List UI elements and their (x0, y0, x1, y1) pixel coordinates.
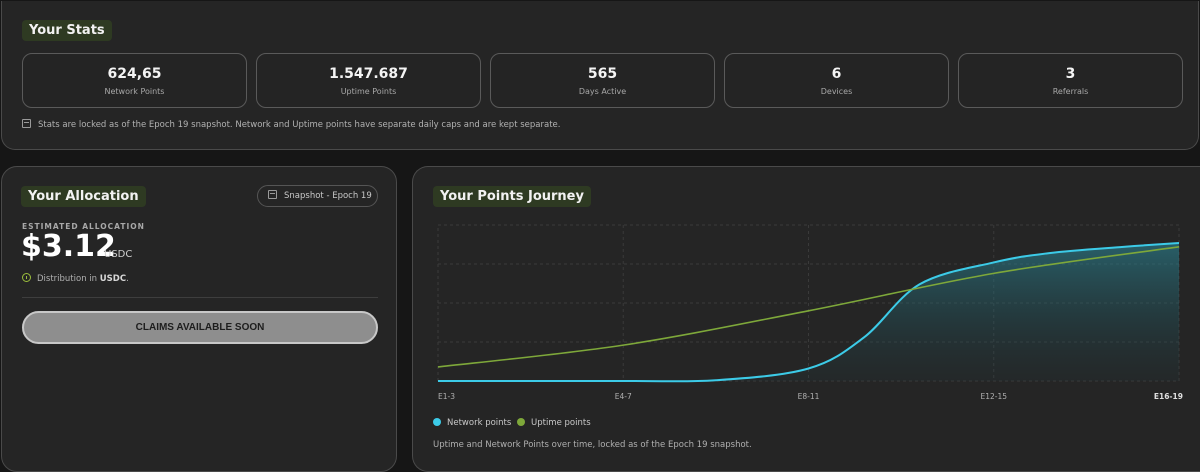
stat-value: 565 (587, 66, 618, 82)
legend-uptime-label: Uptime points (531, 418, 591, 428)
network-area (438, 242, 1179, 382)
stat-value: 1.547.687 (329, 66, 408, 82)
stats-title: Your Stats (22, 20, 112, 41)
legend-dot-uptime (517, 418, 525, 426)
snapshot-badge: Snapshot - Epoch 19 (257, 185, 378, 207)
allocation-amount: $3.12 (21, 229, 116, 264)
x-tick-label: E1-3 (438, 392, 455, 401)
legend-network-label: Network points (447, 418, 512, 428)
calendar-icon (268, 190, 277, 199)
stat-card-devices: 6 Devices (724, 53, 949, 108)
allocation-title: Your Allocation (21, 186, 146, 207)
legend-dot-network (433, 418, 441, 426)
claims-button[interactable]: CLAIMS AVAILABLE SOON (22, 311, 378, 344)
x-tick-label: E8-11 (798, 392, 820, 401)
x-tick-label: E4-7 (615, 392, 632, 401)
legend-network: Network points (433, 418, 511, 428)
journey-title: Your Points Journey (433, 186, 591, 207)
legend-uptime: Uptime points (517, 418, 591, 428)
stat-label: Uptime Points (340, 87, 397, 96)
distribution-suffix: . (126, 274, 129, 284)
stat-card-uptime-points: 1.547.687 Uptime Points (256, 53, 481, 108)
stats-note-text: Stats are locked as of the Epoch 19 snap… (38, 120, 561, 130)
distribution-currency: USDC (99, 274, 127, 284)
stat-value: 6 (831, 66, 842, 82)
chart-caption: Uptime and Network Points over time, loc… (433, 440, 752, 450)
stat-label: Network Points (104, 87, 165, 96)
distribution-note: Distribution in USDC. (22, 273, 129, 284)
distribution-prefix: Distribution in (37, 274, 100, 284)
stat-label: Devices (820, 87, 853, 96)
estimated-allocation-label: ESTIMATED ALLOCATION (22, 222, 145, 231)
uptime-points-line (437, 246, 1180, 368)
allocation-unit: USDC (104, 249, 133, 260)
allocation-divider (22, 297, 378, 298)
points-journey-chart: E1-3 E4-7 E8-11 E12-15 E16-19 (437, 224, 1183, 401)
stat-label: Referrals (1052, 87, 1089, 96)
calendar-icon (22, 119, 31, 128)
stat-card-network-points: 624,65 Network Points (22, 53, 247, 108)
stat-value: 3 (1065, 66, 1076, 82)
stat-card-referrals: 3 Referrals (958, 53, 1183, 108)
x-tick-label: E16-19 (1154, 392, 1183, 401)
stat-card-days-active: 565 Days Active (490, 53, 715, 108)
snapshot-badge-label: Snapshot - Epoch 19 (284, 191, 372, 201)
stat-value: 624,65 (107, 66, 162, 82)
info-icon (22, 273, 31, 282)
stat-label: Days Active (578, 87, 627, 96)
network-points-line (437, 241, 1180, 383)
stats-note: Stats are locked as of the Epoch 19 snap… (22, 119, 560, 131)
x-tick-label: E12-15 (980, 392, 1007, 401)
